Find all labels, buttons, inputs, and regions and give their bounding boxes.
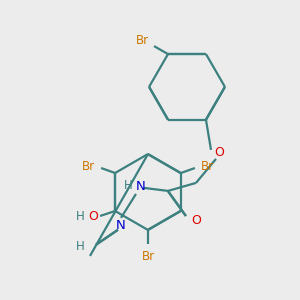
Text: O: O [88, 209, 98, 223]
Text: Br: Br [135, 34, 148, 46]
Text: N: N [136, 180, 146, 194]
Text: O: O [214, 146, 224, 159]
Text: N: N [116, 219, 126, 232]
Text: H: H [76, 209, 85, 223]
Text: H: H [76, 240, 84, 254]
Text: O: O [191, 214, 201, 227]
Text: Br: Br [82, 160, 95, 173]
Text: Br: Br [201, 160, 214, 173]
Text: Br: Br [141, 250, 154, 262]
Text: H: H [124, 179, 132, 192]
